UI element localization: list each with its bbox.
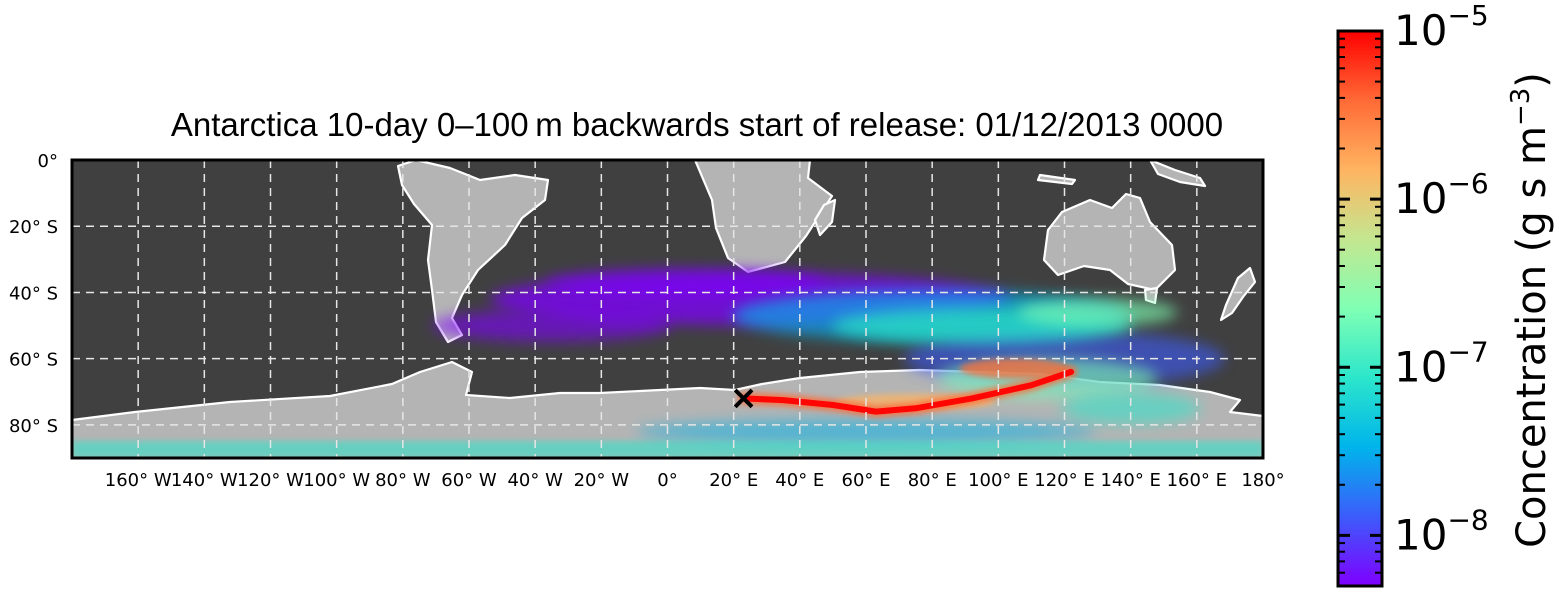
- x-tick-label: 60° E: [842, 470, 891, 491]
- colorbar-tick-label: 10−7: [1394, 335, 1489, 391]
- y-tick-label: 20° S: [9, 217, 58, 238]
- plume-core: [740, 368, 1075, 415]
- colorbar-label: Concentration (g s m−3): [1506, 72, 1555, 548]
- x-tick-label: 0°: [657, 470, 677, 491]
- y-tick-label: 0°: [38, 151, 58, 172]
- colorbar-frame: [1336, 29, 1384, 588]
- colorbar-gradient: [1338, 31, 1382, 586]
- island-java: [1036, 173, 1077, 186]
- chart-title: Antarctica 10-day 0–100 m backwards star…: [171, 106, 1223, 143]
- colorbar: 10−8 10−7 10−6 10−5 Concentration (g s m−3): [1336, 0, 1555, 588]
- x-tick-label: 40° W: [507, 470, 563, 491]
- coastal-fringe: [72, 441, 1263, 458]
- colorbar-label-superscript: −3: [1506, 88, 1536, 126]
- x-tick-label: 20° W: [574, 470, 630, 491]
- x-tick-label: 100° W: [303, 470, 370, 491]
- x-tick-label: 120° E: [1034, 470, 1094, 491]
- x-tick-label: 20° E: [709, 470, 758, 491]
- colorbar-label-close: ): [1509, 72, 1555, 88]
- plume-blob-8: [1017, 298, 1178, 327]
- plume-blob-10: [1060, 392, 1201, 425]
- colorbar-tick-label: 10−6: [1394, 167, 1489, 223]
- map-frame: [70, 158, 1265, 460]
- map-panel: [72, 160, 1263, 458]
- y-tick-label: 60° S: [9, 350, 58, 371]
- x-tick-label: 180°: [1241, 470, 1284, 491]
- release-marker-stroke-2: [733, 388, 754, 409]
- africa: [693, 160, 834, 274]
- x-tick-label: 40° E: [775, 470, 824, 491]
- colorbar-tick-labels: 10−8 10−7 10−6 10−5: [1394, 0, 1489, 559]
- plume-blob-11: [959, 358, 1070, 379]
- colorbar-tick-label: 10−5: [1394, 0, 1489, 55]
- x-tick-label: 160° E: [1167, 470, 1227, 491]
- plume-blob-3: [544, 268, 824, 297]
- y-tick-labels: 0° 20° S 40° S 60° S 80° S: [9, 151, 58, 437]
- x-tick-label: 120° W: [237, 470, 304, 491]
- colorbar-label-text: Concentration (g s m: [1509, 126, 1555, 548]
- x-tick-label: 80° E: [908, 470, 957, 491]
- y-tick-label: 40° S: [9, 283, 58, 304]
- x-tick-label: 80° W: [375, 470, 431, 491]
- x-tick-label: 100° E: [968, 470, 1028, 491]
- x-tick-label: 60° W: [441, 470, 497, 491]
- australia: [1042, 192, 1177, 292]
- plume-blob-2: [431, 309, 672, 342]
- south-america: [396, 160, 550, 344]
- tasmania: [1143, 286, 1159, 305]
- new-zealand: [1219, 266, 1257, 322]
- graticule: [72, 160, 1263, 458]
- new-guinea: [1148, 160, 1207, 188]
- release-marker: [733, 388, 754, 409]
- x-tick-label: 140° W: [171, 470, 238, 491]
- x-tick-labels: 160° W 140° W 120° W 100° W 80° W 60° W 40° W 2…: [105, 470, 1285, 491]
- x-tick-label: 140° E: [1100, 470, 1160, 491]
- x-tick-label: 160° W: [105, 470, 172, 491]
- y-tick-label: 80° S: [9, 416, 58, 437]
- colorbar-tick-label: 10−8: [1394, 503, 1489, 559]
